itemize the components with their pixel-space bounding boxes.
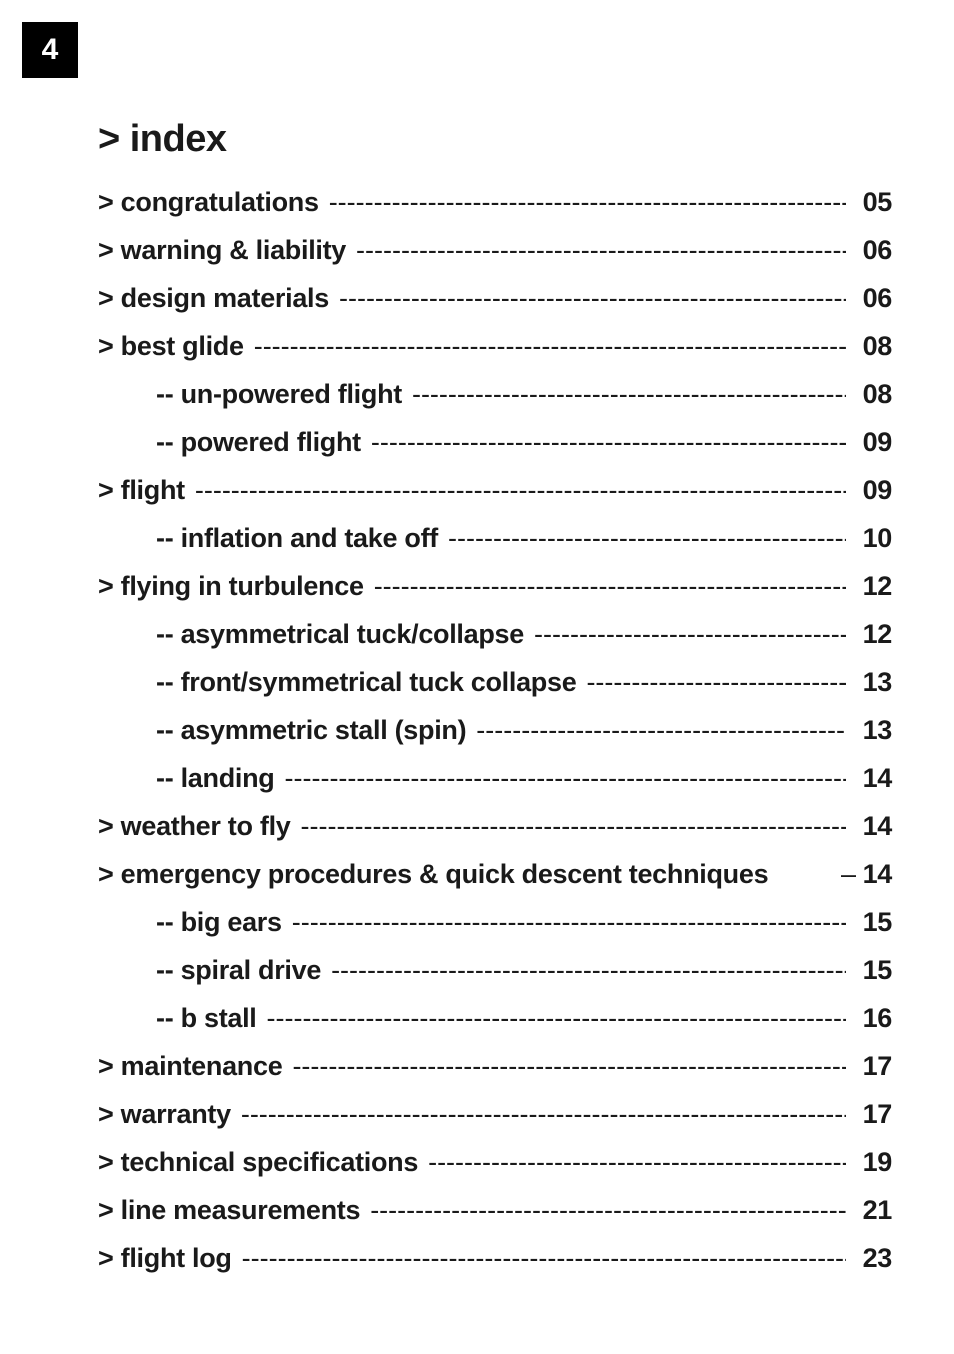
toc-page: 17 xyxy=(856,1053,892,1080)
toc-leader: ----------------------------------------… xyxy=(242,1245,846,1272)
toc-label: > design materials xyxy=(98,285,329,312)
toc-page: 12 xyxy=(856,621,892,648)
index-title: > index xyxy=(98,118,892,161)
toc-leader: ----------------------------------------… xyxy=(476,717,846,744)
toc-label: > flying in turbulence xyxy=(98,573,364,600)
toc-page: 19 xyxy=(856,1149,892,1176)
toc-row: -- asymmetrical tuck/collapse -----------… xyxy=(98,621,892,648)
toc-row: > emergency procedures & quick descent t… xyxy=(98,861,892,888)
toc-row: > flying in turbulence ------------------… xyxy=(98,573,892,600)
toc-row: > design materials ----------------------… xyxy=(98,285,892,312)
toc-leader: ----------------------------------------… xyxy=(412,381,846,408)
toc-row: > warning & liability -------------------… xyxy=(98,237,892,264)
toc-page: 14 xyxy=(856,861,892,888)
toc-row: > congratulations -----------------------… xyxy=(98,189,892,216)
toc-leader: ----------------------------------------… xyxy=(292,909,846,936)
toc-label: -- front/symmetrical tuck collapse xyxy=(156,669,576,696)
toc-page: 12 xyxy=(856,573,892,600)
toc-row: -- asymmetric stall (spin) --------------… xyxy=(98,717,892,744)
toc-label: > congratulations xyxy=(98,189,319,216)
toc-row: -- landing ------------------------------… xyxy=(98,765,892,792)
toc-leader: ----------------------------------------… xyxy=(371,429,846,456)
toc-leader: ----------------------------------------… xyxy=(534,621,846,648)
toc-row: > technical specifications --------------… xyxy=(98,1149,892,1176)
toc-page: 14 xyxy=(856,813,892,840)
toc-row: > line measurements ---------------------… xyxy=(98,1197,892,1224)
toc-label: -- landing xyxy=(156,765,274,792)
toc-leader: – xyxy=(841,861,856,888)
toc-row: > maintenance ---------------------------… xyxy=(98,1053,892,1080)
toc-page: 16 xyxy=(856,1005,892,1032)
toc-page: 15 xyxy=(856,909,892,936)
toc-leader: ----------------------------------------… xyxy=(428,1149,846,1176)
toc-row: > flight --------------------------------… xyxy=(98,477,892,504)
toc-page: 06 xyxy=(856,285,892,312)
toc-page: 09 xyxy=(856,477,892,504)
page-number: 4 xyxy=(42,33,59,67)
toc-leader: ----------------------------------------… xyxy=(301,813,846,840)
toc-leader: ----------------------------------------… xyxy=(254,333,846,360)
toc-label: -- b stall xyxy=(156,1005,257,1032)
toc-label: > weather to fly xyxy=(98,813,291,840)
toc-row: > best glide ----------------------------… xyxy=(98,333,892,360)
toc-page: 21 xyxy=(856,1197,892,1224)
toc-row: > warranty ------------------------------… xyxy=(98,1101,892,1128)
toc-leader: ----------------------------------------… xyxy=(448,525,846,552)
toc-page: 10 xyxy=(856,525,892,552)
toc-page: 17 xyxy=(856,1101,892,1128)
toc-label: > technical specifications xyxy=(98,1149,418,1176)
toc-label: -- spiral drive xyxy=(156,957,321,984)
toc-row: > flight log ----------------------------… xyxy=(98,1245,892,1272)
toc-label: -- asymmetric stall (spin) xyxy=(156,717,466,744)
toc-leader: ----------------------------------------… xyxy=(284,765,846,792)
toc-label: -- inflation and take off xyxy=(156,525,438,552)
toc-page: 14 xyxy=(856,765,892,792)
toc-label: > maintenance xyxy=(98,1053,282,1080)
toc-row: -- powered flight -----------------------… xyxy=(98,429,892,456)
toc-row: > weather to fly ------------------------… xyxy=(98,813,892,840)
toc-leader: ----------------------------------------… xyxy=(356,237,846,264)
toc-leader: ----------------------------------------… xyxy=(241,1101,846,1128)
toc-label: > flight log xyxy=(98,1245,232,1272)
toc-label: > line measurements xyxy=(98,1197,360,1224)
toc-label: -- un-powered flight xyxy=(156,381,402,408)
toc-leader: ----------------------------------------… xyxy=(331,957,846,984)
toc-leader: ----------------------------------------… xyxy=(339,285,846,312)
toc-row: -- un-powered flight --------------------… xyxy=(98,381,892,408)
toc-leader: ----------------------------------------… xyxy=(195,477,846,504)
toc-leader: ----------------------------------------… xyxy=(370,1197,846,1224)
toc-page: 09 xyxy=(856,429,892,456)
toc-leader: ----------------------------------------… xyxy=(329,189,846,216)
toc-row: -- big ears -----------------------------… xyxy=(98,909,892,936)
content-area: > index > congratulations ---------------… xyxy=(98,118,892,1293)
toc-page: 08 xyxy=(856,381,892,408)
toc-page: 06 xyxy=(856,237,892,264)
toc-label: > warranty xyxy=(98,1101,231,1128)
toc-row: -- front/symmetrical tuck collapse ------… xyxy=(98,669,892,696)
toc-label: -- powered flight xyxy=(156,429,361,456)
table-of-contents: > congratulations -----------------------… xyxy=(98,189,892,1293)
toc-label: > emergency procedures & quick descent t… xyxy=(98,861,768,888)
toc-page: 13 xyxy=(856,717,892,744)
toc-leader: ----------------------------------------… xyxy=(292,1053,846,1080)
page-number-box: 4 xyxy=(22,22,78,78)
toc-page: 15 xyxy=(856,957,892,984)
toc-label: -- asymmetrical tuck/collapse xyxy=(156,621,524,648)
toc-page: 13 xyxy=(856,669,892,696)
toc-page: 23 xyxy=(856,1245,892,1272)
toc-leader: ----------------------------------------… xyxy=(374,573,846,600)
toc-label: -- big ears xyxy=(156,909,282,936)
toc-page: 08 xyxy=(856,333,892,360)
toc-label: > flight xyxy=(98,477,185,504)
toc-leader: ----------------------------------------… xyxy=(586,669,846,696)
toc-label: > warning & liability xyxy=(98,237,346,264)
toc-leader: ----------------------------------------… xyxy=(267,1005,846,1032)
toc-row: -- spiral drive -------------------------… xyxy=(98,957,892,984)
toc-label: > best glide xyxy=(98,333,244,360)
toc-row: -- b stall ------------------------------… xyxy=(98,1005,892,1032)
toc-page: 05 xyxy=(856,189,892,216)
toc-row: -- inflation and take off ---------------… xyxy=(98,525,892,552)
